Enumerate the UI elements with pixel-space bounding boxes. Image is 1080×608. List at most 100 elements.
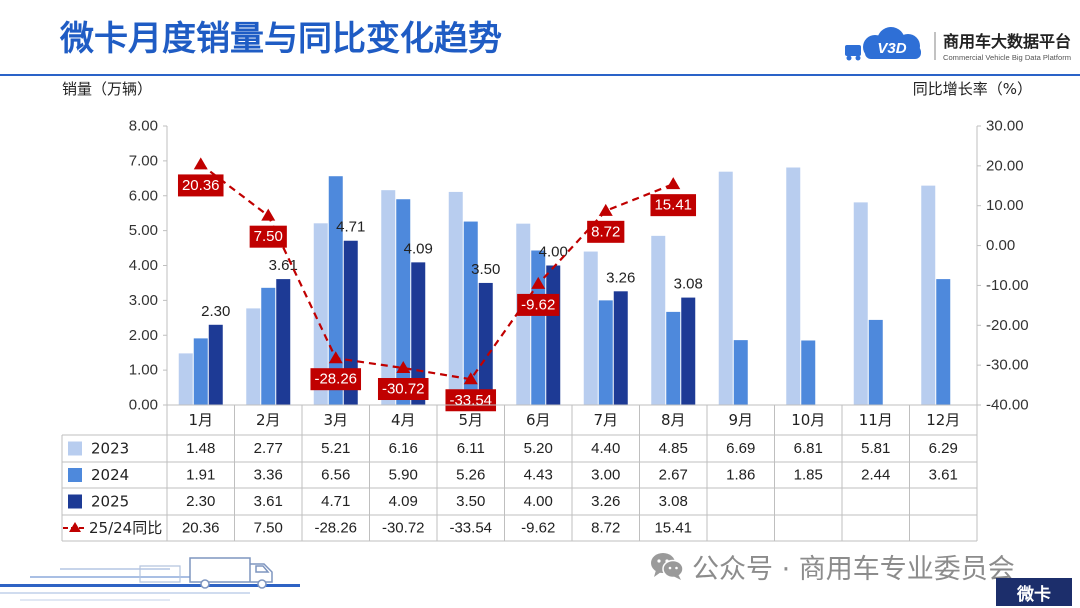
- bar: [328, 176, 343, 405]
- y2-tick-label: -30.00: [986, 357, 1029, 374]
- table-cell: 3.08: [659, 493, 688, 510]
- table-cell: 6.29: [929, 440, 958, 457]
- yoy-data-label: 7.50: [249, 225, 287, 248]
- bar: [463, 221, 478, 405]
- legend-swatch: [68, 494, 82, 509]
- bar: [666, 311, 681, 405]
- line-series-yoy: 20.36 7.50 -28.26 -30.72 -33.54 -9.62 8.72 15.4…: [177, 157, 697, 412]
- category-tag: 微卡: [996, 578, 1072, 606]
- yoy-label-box: [517, 293, 560, 316]
- yoy-label-box: [310, 368, 362, 391]
- table-row-label: 2023: [91, 440, 129, 458]
- table-cell: -9.62: [521, 520, 555, 537]
- triangle-marker: [193, 157, 208, 170]
- yoy-label-text: -28.26: [314, 371, 357, 388]
- bar: [411, 262, 426, 405]
- page-title: 微卡月度销量与同比变化趋势: [60, 19, 502, 59]
- table-cell: -33.54: [449, 520, 492, 537]
- table-row-label: 2024: [91, 466, 129, 484]
- bar: [583, 251, 598, 405]
- table-cell: 4.43: [524, 467, 553, 484]
- y-tick-label: 3.00: [129, 292, 158, 309]
- yoy-label-box: [377, 378, 429, 401]
- legend-triangle-marker: [69, 522, 81, 532]
- table-header-cell: 8月: [661, 411, 686, 429]
- bar: [193, 338, 208, 405]
- yoy-data-label: -28.26: [310, 368, 362, 391]
- yoy-data-label: -33.54: [445, 389, 497, 412]
- truck-illustration: [0, 557, 300, 601]
- table-cell: 1.85: [794, 467, 823, 484]
- yoy-data-label: 20.36: [177, 174, 224, 197]
- table-header-cell: 9月: [728, 411, 753, 429]
- bar: [613, 291, 628, 405]
- table-header-cell: 2月: [256, 411, 281, 429]
- table-cell: 6.11: [457, 440, 485, 457]
- yoy-data-label: -30.72: [377, 378, 429, 401]
- truck-cloud-icon: [845, 27, 921, 61]
- triangle-marker: [396, 361, 411, 374]
- yoy-label-text: -30.72: [382, 381, 425, 398]
- triangle-marker: [666, 177, 681, 190]
- triangle-marker: [463, 372, 478, 385]
- table-header-cell: 1月: [188, 411, 213, 429]
- table-cell: 7.50: [254, 520, 283, 537]
- table-cell: 20.36: [182, 520, 220, 537]
- table-cell: 3.61: [254, 493, 283, 510]
- y2-tick-label: 10.00: [986, 197, 1024, 214]
- table-cell: 8.72: [591, 520, 620, 537]
- y-tick-label: 7.00: [129, 152, 158, 169]
- yoy-label-box: [445, 389, 497, 412]
- bar: [343, 240, 358, 405]
- table-cell: 1.91: [186, 467, 215, 484]
- yoy-label-text: 7.50: [254, 228, 283, 245]
- title-divider: [0, 74, 1080, 76]
- table-cell: 5.90: [389, 467, 418, 484]
- axes: 8.00 7.00 6.00 5.00 4.00 3.00 2.00 1.00 0.00 30.0…: [129, 118, 1029, 414]
- y-tick-label: 1.00: [129, 362, 158, 379]
- table-cell: 2.67: [659, 467, 688, 484]
- table-header-cell: 3月: [323, 411, 348, 429]
- yoy-label-text: -9.62: [521, 296, 555, 313]
- yoy-label-box: [587, 220, 625, 243]
- table-row-label: 2025: [91, 493, 129, 511]
- bar: [853, 202, 868, 405]
- table-cell: 6.69: [726, 440, 755, 457]
- table-cell: 5.26: [456, 467, 485, 484]
- table-cell: 4.09: [389, 493, 418, 510]
- yoy-label-text: 20.36: [182, 177, 220, 194]
- y2-tick-label: -20.00: [986, 317, 1029, 334]
- table-cell: 3.00: [591, 467, 620, 484]
- logo-name: 商用车大数据平台: [943, 32, 1071, 51]
- bar: [651, 235, 666, 405]
- table-cell: 3.61: [929, 467, 958, 484]
- table-cell: 15.41: [654, 520, 692, 537]
- bar: [396, 199, 411, 405]
- logo-subtitle: Commercial Vehicle Big Data Platform: [943, 55, 1071, 62]
- table-header-cell: 4月: [391, 411, 416, 429]
- table-cell: -30.72: [382, 520, 425, 537]
- yoy-data-label: 8.72: [587, 220, 625, 243]
- yoy-label-text: 15.41: [654, 197, 692, 214]
- table-cell: -28.26: [314, 520, 357, 537]
- table-cell: 6.81: [794, 440, 823, 457]
- yoy-label-box: [650, 194, 697, 217]
- bar: [261, 287, 276, 405]
- bar: [178, 353, 193, 405]
- bar-series-2023: [178, 167, 936, 405]
- bar: [276, 279, 291, 405]
- bar-data-label: 2.30: [201, 303, 230, 320]
- bar: [936, 279, 951, 405]
- y2-tick-label: 0.00: [986, 237, 1015, 254]
- y2-tick-label: 30.00: [986, 118, 1024, 135]
- y-tick-label: 0.00: [129, 397, 158, 414]
- yoy-label-text: 8.72: [591, 223, 620, 240]
- bar: [313, 223, 328, 405]
- table-cell: 6.16: [389, 440, 418, 457]
- footer-source: 公众号 · 商用车专业委员会: [650, 548, 1015, 585]
- bar-data-label: 3.26: [606, 269, 635, 286]
- triangle-marker: [261, 208, 276, 221]
- bar-data-label: 4.71: [336, 219, 365, 236]
- data-table: 1月 2月 3月 4月 5月 6月 7月 8月 9月 10月 11月 12月 2023 1.48 2.77 5…: [61, 404, 978, 542]
